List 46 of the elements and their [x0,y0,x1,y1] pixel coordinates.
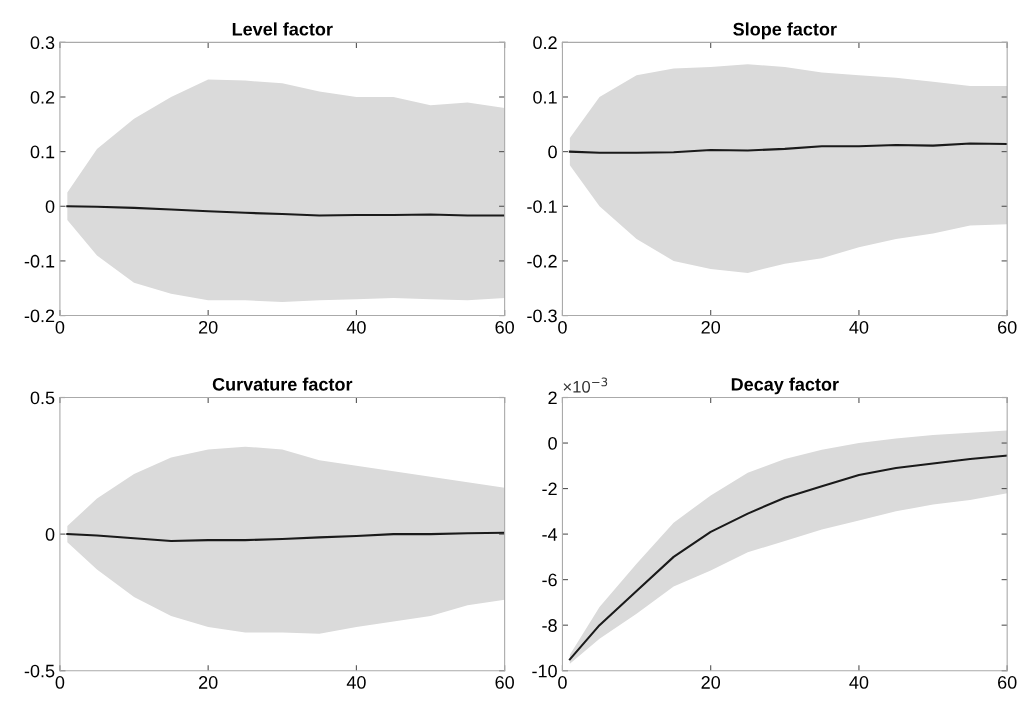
y-tick-label: 0.5 [30,391,55,405]
y-tick-label: -0.3 [527,309,557,323]
x-tick-label: 40 [849,676,869,689]
x-tick-label: 60 [495,676,514,689]
y-tick-label: -0.1 [527,200,557,213]
y-tick-label: 0.2 [533,36,557,50]
x-tick-label: 20 [199,320,218,334]
chart-title: Decay factor [731,377,839,395]
y-tick-label: 2 [548,391,557,405]
x-tick-label: 0 [558,676,567,689]
y-tick-label: -10 [532,664,557,678]
x-tick-label: 20 [701,320,721,334]
line-series [66,531,505,542]
x-tick-label: 40 [849,320,869,334]
y-tick-label: -6 [542,573,557,587]
line-series [568,142,1008,154]
y-tick-label: 0.1 [30,145,55,159]
x-tick-label: 60 [495,320,514,334]
chart-title: Level factor [232,22,333,36]
x-tick-label: 40 [346,676,366,689]
x-tick-label: 0 [558,320,567,334]
y-tick-label: 0.2 [30,90,55,104]
y-tick-label: -8 [542,619,557,632]
chart-title: Slope factor [733,22,837,40]
y-tick-label: 0 [548,436,557,450]
x-tick-label: 20 [701,676,721,689]
y-tick-label: -0.2 [527,254,557,268]
y-tick-label: 0 [45,200,55,213]
x-tick-label: 20 [199,676,218,689]
y-tick-label: -2 [542,482,557,496]
y-tick-label: -0.1 [24,254,55,268]
x-tick-label: 60 [998,320,1017,334]
y-tick-label: 0.3 [30,36,55,50]
chart-title: Curvature factor [212,377,353,391]
y-tick-label: -4 [542,528,558,541]
y-tick-label: 0.1 [533,90,557,104]
y-tick-label: -0.5 [24,664,55,678]
x-tick-label: 60 [998,676,1017,689]
y-tick-label: -0.2 [24,309,55,323]
x-tick-label: 0 [55,676,65,689]
x-tick-label: 0 [55,320,65,334]
line-series [66,205,505,217]
text: ×10$^{−3}$ [563,377,608,393]
y-tick-label: 0 [45,528,55,541]
y-tick-label: 0 [548,145,557,159]
x-tick-label: 40 [346,320,366,334]
